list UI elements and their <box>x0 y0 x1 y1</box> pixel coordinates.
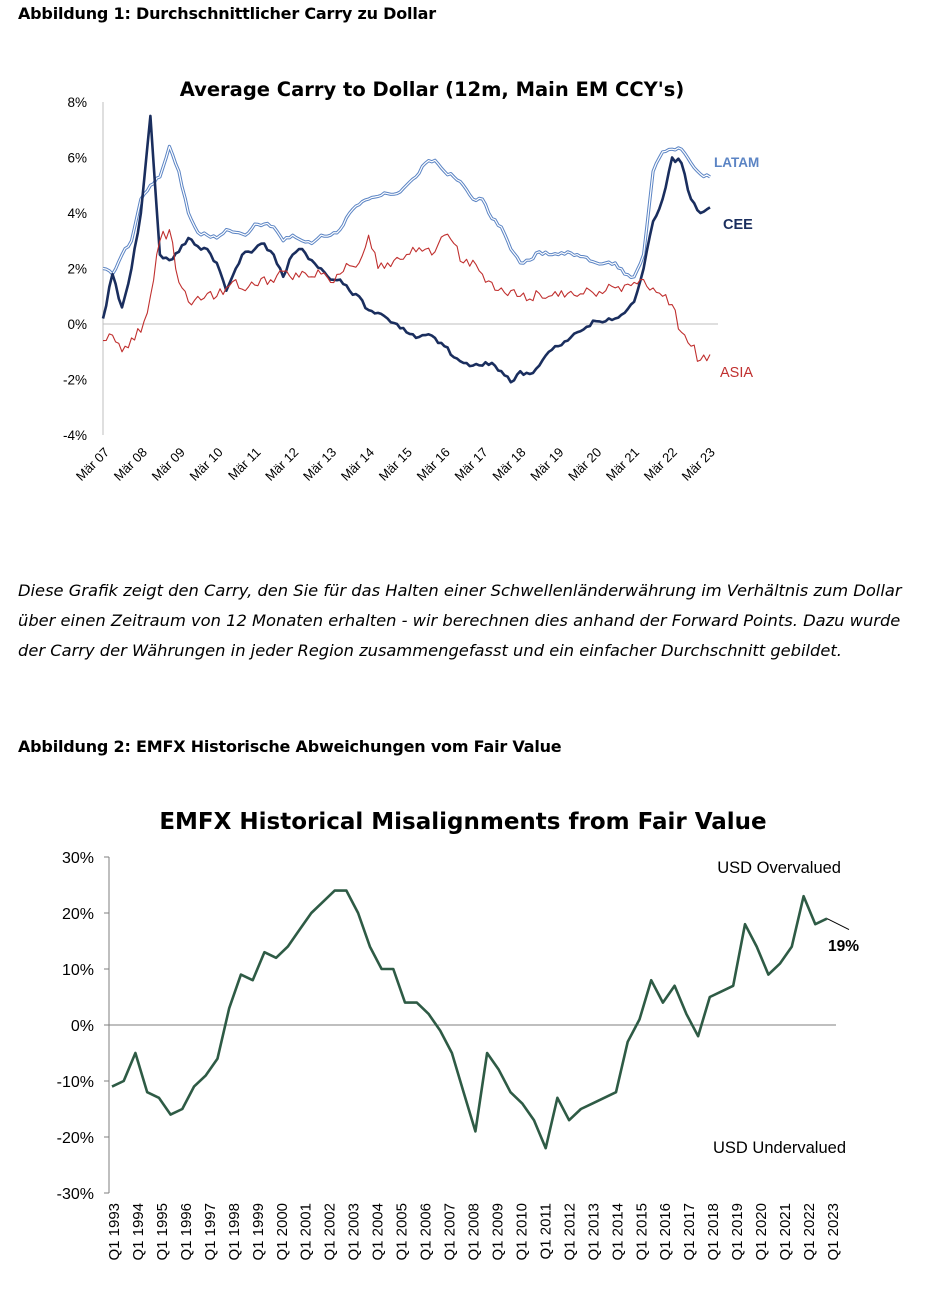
carry-y-tick-label: 6% <box>67 151 87 166</box>
misalignment-y-tick-label: 30% <box>62 850 94 867</box>
carry-x-tick-label: Mär 18 <box>489 445 528 484</box>
carry-x-tick-label: Mär 08 <box>111 445 150 484</box>
misalignment-x-tick-label: Q1 2019 <box>729 1203 746 1261</box>
misalignment-x-tick-label: Q1 2006 <box>418 1203 435 1261</box>
asia-series-label: ASIA <box>720 365 753 381</box>
carry-x-tick-label: Mär 20 <box>565 445 604 484</box>
misalignment-x-tick-label: Q1 2017 <box>681 1203 698 1261</box>
misalignment-x-tick-label: Q1 1999 <box>250 1203 267 1261</box>
carry-y-tick-label: 0% <box>67 317 87 332</box>
misalignment-x-tick-label: Q1 2011 <box>537 1203 554 1259</box>
misalignment-x-tick-label: Q1 1997 <box>202 1203 219 1261</box>
misalignment-x-tick-label: Q1 2008 <box>466 1203 483 1261</box>
carry-x-tick-label: Mär 07 <box>73 445 112 484</box>
cee-series-line <box>101 114 711 384</box>
carry-x-tick-label: Mär 13 <box>300 445 339 484</box>
misalignment-x-tick-label: Q1 2009 <box>489 1203 506 1261</box>
misalignment-x-tick-label: Q1 2000 <box>274 1203 291 1261</box>
carry-x-tick-label: Mär 09 <box>149 445 188 484</box>
latam-series-line-outer <box>102 144 711 279</box>
figure1-heading: Abbildung 1: Durchschnittlicher Carry zu… <box>18 4 436 23</box>
misalignment-x-tick-label: Q1 2004 <box>370 1203 387 1261</box>
carry-x-tick-label: Mär 19 <box>527 445 566 484</box>
misalignment-x-tick-label: Q1 2021 <box>777 1203 794 1261</box>
carry-x-tick-label: Mär 11 <box>225 445 264 484</box>
carry-x-tick-label: Mär 21 <box>603 445 642 484</box>
last-value-leader-line <box>826 918 850 931</box>
misalignment-x-tick-label: Q1 2014 <box>609 1203 626 1261</box>
figure2-heading: Abbildung 2: EMFX Historische Abweichung… <box>18 737 562 756</box>
carry-x-tick-label: Mär 15 <box>376 445 415 484</box>
misalignment-x-tick-label: Q1 2013 <box>585 1203 602 1261</box>
misalignment-x-tick-label: Q1 2007 <box>442 1203 459 1261</box>
carry-x-tick-label: Mär 16 <box>414 445 453 484</box>
usd-undervalued-annotation: USD Undervalued <box>713 1139 846 1157</box>
usd-overvalued-annotation: USD Overvalued <box>717 859 841 877</box>
misalignment-x-tick-label: Q1 2010 <box>513 1203 530 1261</box>
misalignment-x-tick-label: Q1 1998 <box>226 1203 243 1261</box>
carry-x-tick-label: Mär 23 <box>679 445 718 484</box>
misalignment-x-tick-label: Q1 2023 <box>825 1203 842 1261</box>
misalignment-x-tick-label: Q1 2016 <box>657 1203 674 1261</box>
misalignment-x-tick-label: Q1 1993 <box>106 1203 123 1261</box>
misalignment-x-tick-label: Q1 2018 <box>705 1203 722 1261</box>
misalignment-y-tick-label: 0% <box>71 1018 94 1035</box>
carry-y-tick-label: 2% <box>67 262 87 277</box>
carry-y-tick-label: -4% <box>63 428 87 443</box>
misalignment-x-tick-label: Q1 1994 <box>130 1203 147 1261</box>
latam-series-label: LATAM <box>714 155 759 170</box>
misalignment-series-line <box>111 889 828 1150</box>
misalignment-x-tick-label: Q1 2020 <box>753 1203 770 1261</box>
carry-chart-title: Average Carry to Dollar (12m, Main EM CC… <box>180 78 685 101</box>
misalignment-chart-title: EMFX Historical Misalignments from Fair … <box>159 809 766 835</box>
misalignment-x-tick-label: Q1 2012 <box>561 1203 578 1261</box>
misalignment-x-tick-label: Q1 2003 <box>346 1203 363 1261</box>
misalignment-x-tick-label: Q1 2005 <box>394 1203 411 1261</box>
misalignment-x-tick-label: Q1 2022 <box>801 1203 818 1261</box>
carry-x-tick-label: Mär 12 <box>262 445 301 484</box>
carry-x-tick-label: Mär 14 <box>338 445 377 484</box>
carry-x-tick-label: Mär 17 <box>452 445 491 484</box>
misalignment-y-tick-label: -20% <box>57 1130 94 1147</box>
carry-y-tick-label: 4% <box>67 206 87 221</box>
cee-series-label: CEE <box>723 217 753 233</box>
misalignment-x-tick-label: Q1 1996 <box>178 1203 195 1261</box>
misalignment-y-tick-label: 10% <box>62 962 94 979</box>
carry-x-tick-label: Mär 22 <box>641 445 680 484</box>
misalignment-chart: EMFX Historical Misalignments from Fair … <box>57 809 860 1261</box>
misalignment-y-tick-label: 20% <box>62 906 94 923</box>
carry-y-tick-label: -2% <box>63 373 87 388</box>
figure1-caption: Diese Grafik zeigt den Carry, den Sie fü… <box>18 581 902 660</box>
carry-y-tick-label: 8% <box>67 95 87 110</box>
misalignment-x-tick-label: Q1 2002 <box>322 1203 339 1261</box>
misalignment-y-tick-label: -10% <box>57 1074 94 1091</box>
last-value-annotation: 19% <box>828 938 859 955</box>
misalignment-x-tick-label: Q1 1995 <box>154 1203 171 1261</box>
latam-series-line-inner <box>102 145 711 278</box>
misalignment-y-tick-label: -30% <box>57 1186 94 1203</box>
asia-series-line <box>102 229 711 362</box>
carry-x-tick-label: Mär 10 <box>186 445 225 484</box>
misalignment-x-tick-label: Q1 2015 <box>633 1203 650 1261</box>
carry-chart: Average Carry to Dollar (12m, Main EM CC… <box>63 78 759 484</box>
misalignment-x-tick-label: Q1 2001 <box>298 1203 315 1261</box>
